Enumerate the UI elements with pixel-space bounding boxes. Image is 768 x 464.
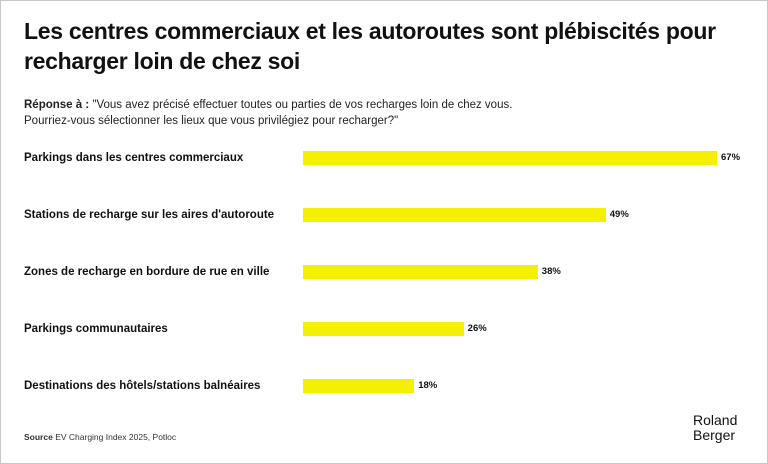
category-label: Destinations des hôtels/stations balnéai… [24,380,261,392]
value-label: 38% [541,266,561,277]
value-label: 49% [609,209,629,220]
bar [303,265,538,279]
bar [303,379,415,393]
value-label: 26% [467,323,487,334]
chart-title: Les centres commerciaux et les autoroute… [24,18,716,74]
source-note: Source EV Charging Index 2025, Potloc [24,432,176,442]
subtitle-line1: "Vous avez précisé effectuer toutes ou p… [89,99,513,111]
subtitle-line2: Pourriez-vous sélectionner les lieux que… [24,115,399,127]
value-label: 67% [721,152,741,163]
bar [303,208,606,222]
logo-line1: Roland [693,412,738,428]
category-label: Zones de recharge en bordure de rue en v… [24,266,270,278]
subtitle-label: Réponse à : [24,99,90,111]
logo-line2: Berger [693,427,736,443]
bar [303,322,464,336]
bar [303,151,717,165]
source-label: Source [24,432,53,442]
chart-subtitle: Réponse à : "Vous avez précisé effectuer… [24,97,512,129]
category-label: Stations de recharge sur les aires d'aut… [24,209,275,221]
source-text: EV Charging Index 2025, Potloc [52,432,177,442]
roland-berger-logo: Roland Berger [693,413,737,443]
category-label: Parkings communautaires [24,323,168,335]
value-label: 18% [418,380,438,391]
category-label: Parkings dans les centres commerciaux [24,152,244,164]
